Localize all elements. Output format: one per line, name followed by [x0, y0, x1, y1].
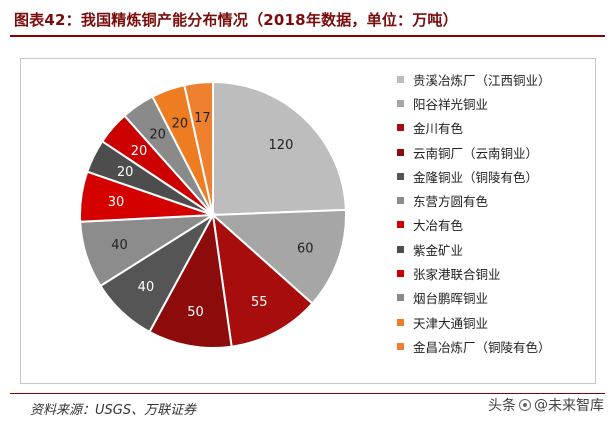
pie-slice-3 [211, 212, 314, 348]
legend-item-8: 紫金矿业 [397, 237, 592, 261]
figure-title: 图表42：我国精炼铜产能分布情况（2018年数据，单位：万吨） [14, 11, 458, 29]
pie-slice-2 [210, 208, 347, 305]
legend-item-4: 云南铜厂（云南铜业） [397, 140, 592, 164]
watermark-prefix: 头条 [488, 398, 516, 414]
legend-swatch [397, 245, 404, 253]
legend-swatch [397, 221, 404, 229]
pie-value-label-11: 20 [172, 116, 189, 131]
legend-label: 云南铜厂（云南铜业） [413, 145, 539, 161]
legend-label: 金昌冶炼厂（铜陵有色） [413, 339, 551, 355]
pie-slice-4 [148, 211, 233, 349]
legend-label: 紫金矿业 [413, 242, 464, 258]
legend-label: 大冶有色 [413, 218, 464, 234]
legend-swatch [397, 124, 404, 132]
legend-item-11: 天津大通铜业 [397, 310, 592, 334]
legend-item-10: 烟台鹏晖铜业 [397, 286, 592, 310]
watermark-at: @ [534, 397, 548, 413]
legend-label: 金川有色 [413, 121, 464, 137]
legend-item-1: 贵溪冶炼厂（江西铜业） [397, 67, 592, 91]
legend-item-7: 大冶有色 [397, 213, 592, 237]
legend-swatch [397, 148, 404, 156]
legend-label: 天津大通铜业 [413, 315, 489, 331]
legend-item-3: 金川有色 [397, 116, 592, 140]
pie-slice-12 [183, 80, 214, 216]
pie-value-label-4: 50 [187, 305, 204, 320]
legend-swatch [397, 75, 404, 83]
legend-item-5: 金隆铜业（铜陵有色） [397, 164, 592, 188]
legend-item-2: 阳谷祥光铜业 [397, 91, 592, 115]
legend-label: 张家港联合铜业 [413, 267, 501, 283]
pie-value-label-5: 40 [138, 280, 155, 295]
pie-value-label-8: 20 [117, 165, 134, 180]
source-note: 资料来源：USGS、万联证券 [30, 403, 197, 418]
legend-label: 阳谷祥光铜业 [413, 96, 489, 112]
legend-swatch [397, 270, 404, 278]
legend-swatch [397, 197, 404, 205]
watermark-name: 未来智库 [548, 398, 604, 414]
pie-slice-1 [212, 80, 347, 217]
pie-value-label-10: 20 [149, 128, 166, 143]
footer-divider [10, 393, 605, 394]
legend-item-9: 张家港联合铜业 [397, 261, 592, 285]
legend-label: 东营方圆有色 [413, 194, 489, 210]
legend-swatch [397, 318, 404, 326]
pie-value-label-6: 40 [111, 238, 128, 253]
legend-item-12: 金昌冶炼厂（铜陵有色） [397, 334, 592, 358]
legend-label: 金隆铜业（铜陵有色） [413, 169, 539, 185]
legend-swatch [397, 294, 404, 302]
legend-label: 烟台鹏晖铜业 [413, 291, 489, 307]
pie-value-label-3: 55 [251, 295, 268, 310]
legend-swatch [397, 172, 404, 180]
pie-value-label-2: 60 [297, 242, 314, 257]
watermark: 头条 @ 未来智库 [488, 395, 604, 415]
legend-swatch [397, 99, 404, 107]
pie-value-label-12: 17 [194, 111, 211, 126]
watermark-icon [519, 399, 531, 411]
pie-value-label-7: 30 [108, 195, 125, 210]
pie-value-label-1: 120 [269, 138, 294, 153]
chart-frame: 120 60 55 50 40 40 30 20 20 20 20 17 贵溪冶炼厂（江西铜业） 阳谷祥… [20, 58, 596, 384]
legend-label: 贵溪冶炼厂（江西铜业） [413, 72, 551, 88]
pie-value-label-9: 20 [131, 144, 148, 159]
title-divider [10, 35, 605, 37]
legend-item-6: 东营方圆有色 [397, 188, 592, 212]
chart-legend: 贵溪冶炼厂（江西铜业） 阳谷祥光铜业 金川有色云南铜厂（云南铜业） 金隆铜业（铜陵有色… [397, 67, 592, 359]
figure-header: 图表42：我国精炼铜产能分布情况（2018年数据，单位：万吨） [10, 4, 605, 37]
legend-swatch [397, 342, 404, 350]
